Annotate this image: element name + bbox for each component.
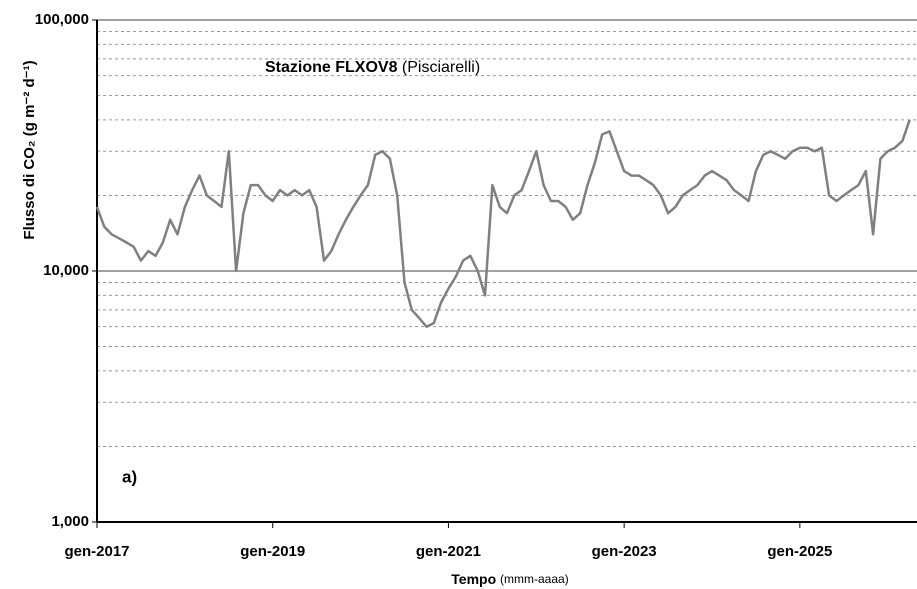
title: Stazione FLXOV8 — [265, 59, 398, 76]
x-tick-label: gen-2025 — [767, 543, 832, 560]
x-tick-label: gen-2021 — [416, 543, 481, 560]
y-tick-label: 1,000 — [51, 513, 89, 530]
subtitle: (Pisciarelli) — [402, 59, 480, 76]
x-label: Tempo — [451, 571, 496, 587]
annotation: a) — [122, 467, 137, 486]
y-tick-label: 10,000 — [43, 262, 89, 279]
y-axis-label: Flusso di CO₂ (g m⁻² d⁻¹) — [21, 60, 38, 239]
x-tick-label: gen-2017 — [64, 543, 129, 560]
data-line — [95, 119, 911, 328]
x-axis-label: Tempo (mmm-aaaa) — [451, 571, 568, 587]
y-tick-label: 100,000 — [35, 11, 89, 28]
x-tick-label: gen-2023 — [592, 543, 657, 560]
x-tick-label: gen-2019 — [240, 543, 305, 560]
chart-title: Stazione FLXOV8 (Pisciarelli) — [265, 59, 480, 76]
x-label-note: (mmm-aaaa) — [500, 572, 569, 586]
